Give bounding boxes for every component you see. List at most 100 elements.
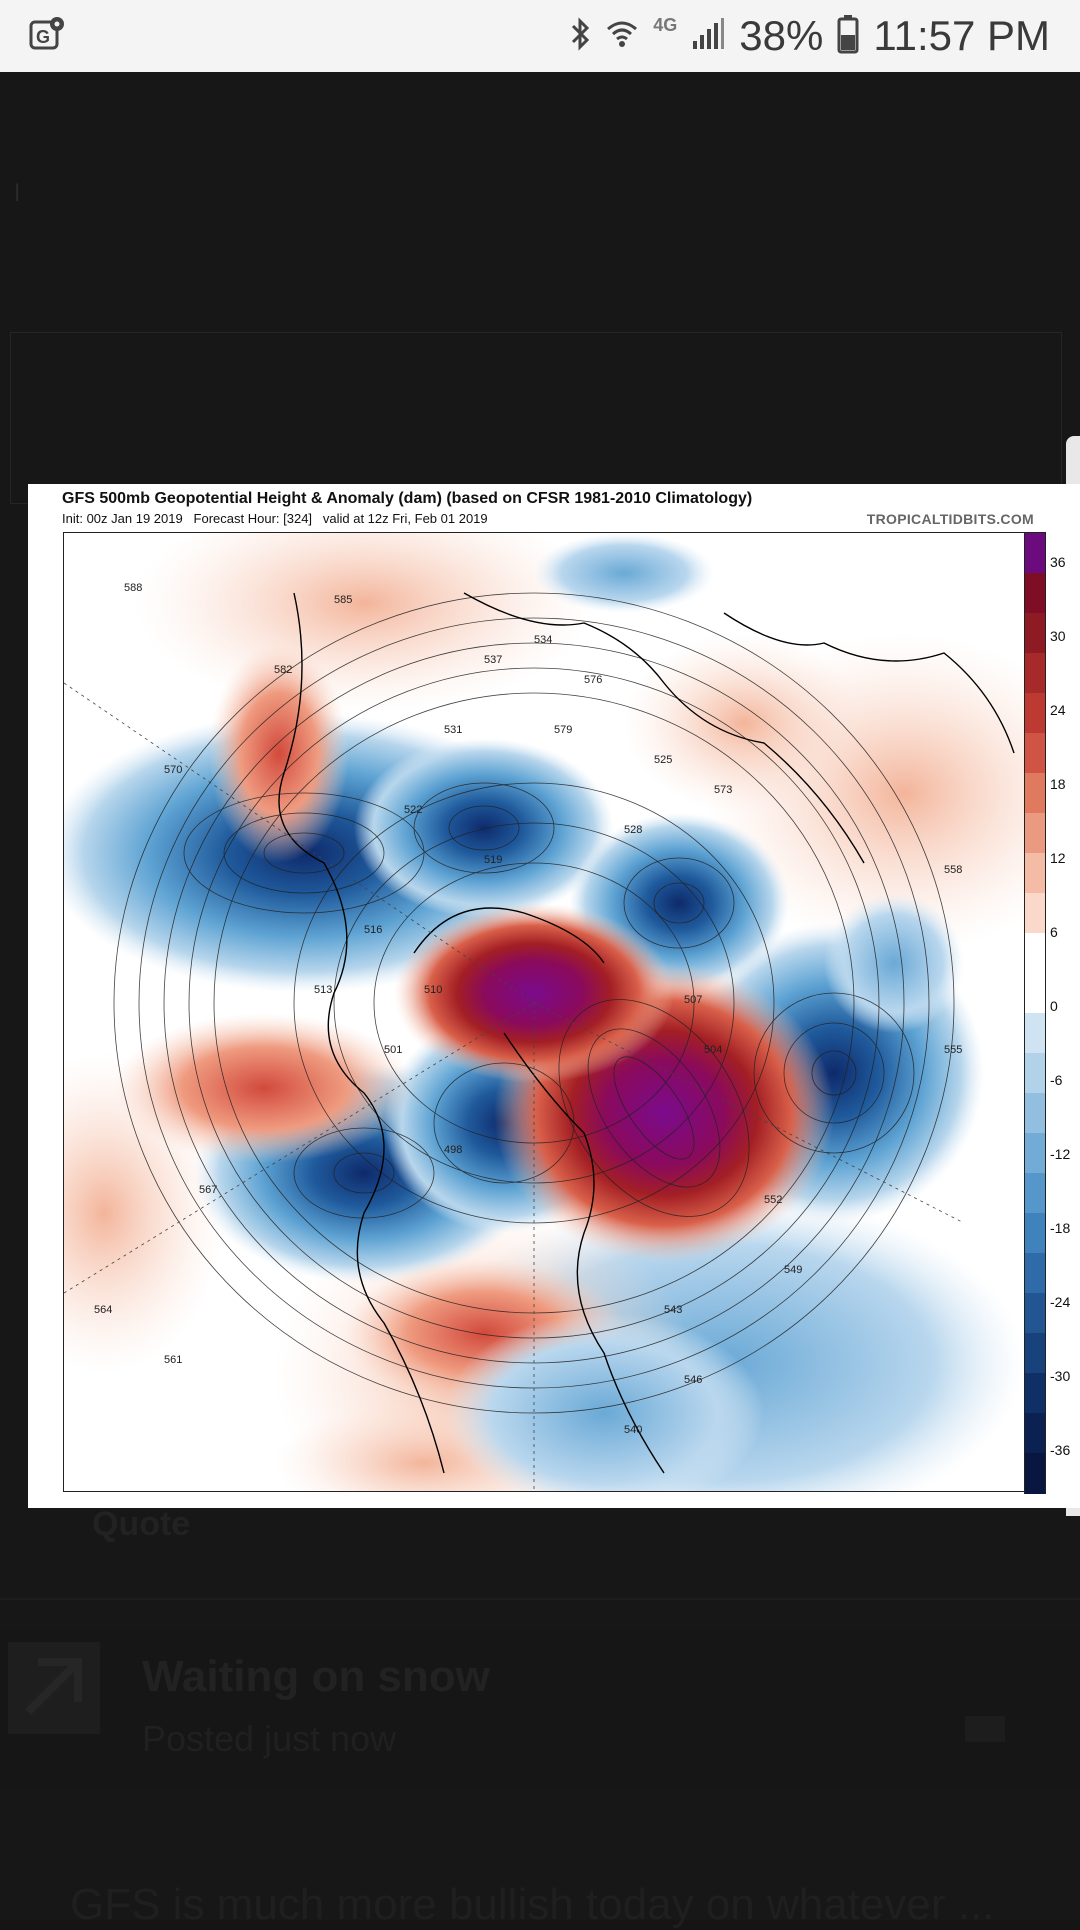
contour-label: 552 [764,1194,782,1206]
colorbar-label: 36 [1050,554,1066,570]
contour-label: 510 [424,984,442,996]
avatar[interactable] [8,1642,100,1734]
anomaly-blob [444,1313,764,1491]
contour-label: 504 [704,1044,722,1056]
contour-label: 582 [274,664,292,676]
contour-label: 525 [654,754,672,766]
colorbar-label: 12 [1050,850,1066,866]
contour-label: 537 [484,654,502,666]
colorbar-segment [1025,613,1045,654]
gallery-location-icon: G [28,14,68,54]
colorbar-segment [1025,1213,1045,1254]
colorbar-segment [1025,693,1045,734]
anomaly-blob [824,893,964,1033]
colorbar-label: -12 [1050,1146,1071,1162]
coastlines [278,592,1015,1474]
contour-label: 576 [584,674,602,686]
contour-label: 498 [444,1144,462,1156]
anomaly-blob [354,738,614,918]
signal-icon [691,17,725,56]
colorbar-label: 24 [1050,702,1066,718]
colorbar-segment [1025,1173,1045,1214]
colorbar-segment [1025,1293,1045,1334]
post-body-text: GFS is much more bullish today on whatev… [70,1880,995,1929]
colorbar-segment [1025,773,1045,814]
clock: 11:57 PM [873,12,1050,59]
contour-label: 528 [624,824,642,836]
colorbar-segment [1025,533,1045,574]
colorbar-segment [1025,1053,1045,1094]
post-title[interactable]: Waiting on snow [142,1652,490,1701]
network-type: 4G [653,14,678,35]
contour-label: 534 [534,634,552,646]
anomaly-blob [534,533,714,613]
colorbar-label: -18 [1050,1220,1071,1236]
contour-label: 501 [384,1044,402,1056]
graticule [64,682,965,1491]
colorbar-segment [1025,1333,1045,1374]
post-header [0,1630,1080,1790]
colorbar-segment [1025,573,1045,614]
contour-label: 585 [334,594,352,606]
contour-label: 567 [199,1184,217,1196]
contour-label: 564 [94,1304,112,1316]
quote-button[interactable]: Quote [92,1505,191,1543]
image-viewer[interactable]: GFS 500mb Geopotential Height & Anomaly … [28,484,1080,1508]
contour-label: 549 [784,1264,802,1276]
map-title: GFS 500mb Geopotential Height & Anomaly … [62,490,753,507]
colorbar-segment [1025,1013,1045,1054]
contour-label: 507 [684,994,702,1006]
map-subtitle: Init: 00z Jan 19 2019 Forecast Hour: [32… [62,511,488,526]
wifi-icon [605,17,639,56]
colorbar-segment [1025,1453,1045,1494]
colorbar-label: -36 [1050,1442,1071,1458]
colorbar-segment [1025,653,1045,694]
faint-image-frame [10,332,1062,504]
colorbar-label: -30 [1050,1368,1071,1384]
contour-label: 522 [404,804,422,816]
colorbar-label: 18 [1050,776,1066,792]
colorbar-segment [1025,893,1045,934]
colorbar-segment [1025,933,1045,974]
contour-label: 558 [944,864,962,876]
colorbar-segment [1025,733,1045,774]
colorbar-label: 0 [1050,998,1058,1014]
colorbar-segment [1025,813,1045,854]
colorbar-label: 6 [1050,924,1058,940]
colorbar-segment [1025,1253,1045,1294]
anomaly-blob [624,633,864,813]
contour-label: 555 [944,1044,962,1056]
battery-icon [837,14,859,59]
anomaly-blob [394,903,674,1083]
battery-percent: 38% [739,12,824,59]
contour-label: 516 [364,924,382,936]
anomaly-blob [114,1013,414,1163]
colorbar-segment [1025,973,1045,1014]
divider [0,1598,1080,1600]
contour-label: 543 [664,1304,682,1316]
colorbar [1024,532,1046,1494]
contour-label: 531 [444,724,462,736]
colorbar-segment [1025,1133,1045,1174]
colorbar-segment [1025,1093,1045,1134]
colorbar-label: -24 [1050,1294,1071,1310]
bluetooth-icon [569,16,591,56]
contour-label: 561 [164,1354,182,1366]
contour-label: 519 [484,854,502,866]
anomaly-blob [209,643,349,863]
contour-label: 570 [164,764,182,776]
contour-label: 513 [314,984,332,996]
faint-text: ǀ [14,180,21,207]
height-contours [113,592,955,1414]
contour-label: 588 [124,582,142,594]
colorbar-label: 30 [1050,628,1066,644]
post-meta: Posted just now [142,1718,397,1759]
svg-text:G: G [36,27,50,47]
colorbar-segment [1025,1373,1045,1414]
colorbar-label: -6 [1050,1072,1063,1088]
contour-label: 573 [714,784,732,796]
flag-icon[interactable] [965,1716,1005,1742]
anomaly-map: 588 585 582 579 576 573 570 567 564 561 558 555 552 5… [63,532,1026,1492]
status-bar: G 4G 38% [0,0,1080,72]
contour-label: 540 [624,1424,642,1436]
